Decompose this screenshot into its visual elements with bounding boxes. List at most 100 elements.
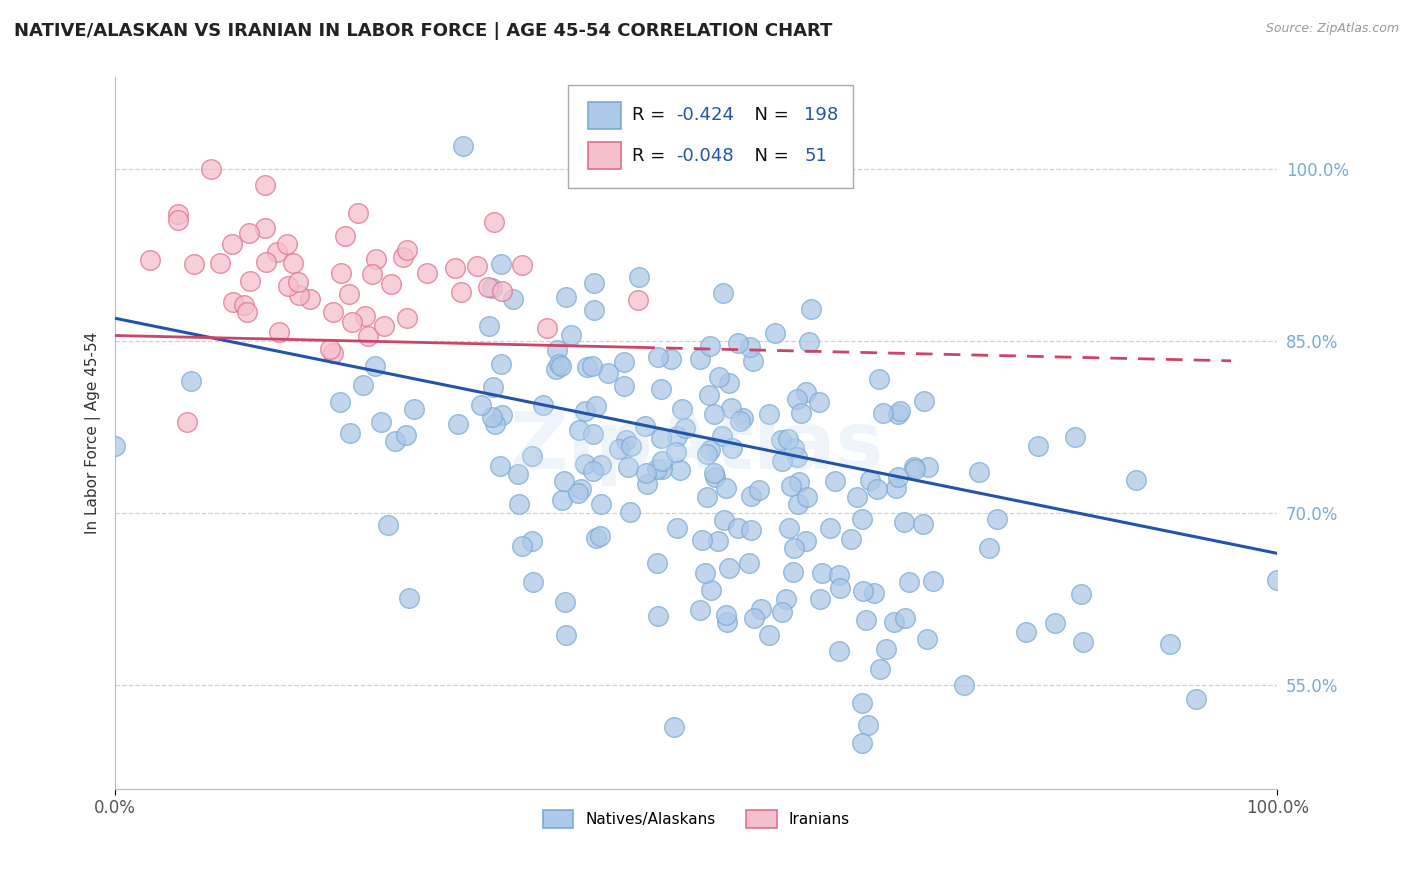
Point <box>893 515 915 529</box>
Point <box>239 274 262 288</box>
Point <box>104 439 127 453</box>
Point <box>872 406 894 420</box>
Point <box>360 267 382 281</box>
Point <box>364 252 387 266</box>
Point <box>221 236 243 251</box>
Point <box>697 388 720 402</box>
Point <box>721 442 744 456</box>
Point <box>1070 587 1092 601</box>
Point <box>583 302 606 317</box>
Point <box>589 497 612 511</box>
Point <box>167 213 190 227</box>
Point <box>616 460 638 475</box>
FancyBboxPatch shape <box>568 85 853 187</box>
Point <box>585 399 607 413</box>
Point <box>778 520 800 534</box>
Point <box>717 560 740 574</box>
Point <box>952 678 974 692</box>
Point <box>238 227 260 241</box>
Point <box>576 359 599 374</box>
Point <box>619 439 641 453</box>
Point <box>508 497 530 511</box>
Point <box>887 470 910 484</box>
Point <box>508 467 530 481</box>
Point <box>783 441 806 455</box>
Point <box>232 298 254 312</box>
Point <box>863 586 886 600</box>
Point <box>139 252 162 267</box>
Point <box>340 315 363 329</box>
Point <box>699 339 721 353</box>
Point <box>1071 634 1094 648</box>
Point <box>582 426 605 441</box>
Point <box>477 280 499 294</box>
Point <box>363 359 385 373</box>
Point <box>703 408 725 422</box>
Point <box>281 256 304 270</box>
Point <box>208 256 231 270</box>
Point <box>1125 473 1147 487</box>
Point <box>868 372 890 386</box>
Point <box>758 628 780 642</box>
Point <box>796 385 818 400</box>
Point <box>339 426 361 441</box>
Point <box>775 591 797 606</box>
Point <box>903 460 925 475</box>
Point <box>550 359 572 373</box>
Point <box>650 454 672 468</box>
Point <box>845 490 868 504</box>
Point <box>720 401 742 416</box>
Point <box>689 352 711 367</box>
Point <box>287 275 309 289</box>
Point <box>776 432 799 446</box>
Point <box>645 556 668 570</box>
Point <box>613 355 636 369</box>
Point <box>222 294 245 309</box>
Point <box>711 286 734 301</box>
Point <box>770 605 793 619</box>
Point <box>176 415 198 429</box>
Point <box>740 523 762 537</box>
Point <box>740 489 762 503</box>
Point <box>491 284 513 298</box>
Point <box>1043 616 1066 631</box>
Point <box>666 521 689 535</box>
Point <box>619 505 641 519</box>
Point <box>738 340 761 354</box>
Point <box>851 696 873 710</box>
Point <box>253 221 276 235</box>
Point <box>491 409 513 423</box>
Point <box>669 463 692 477</box>
Point <box>696 490 718 504</box>
Point <box>851 736 873 750</box>
Point <box>666 429 689 443</box>
Point <box>352 378 374 392</box>
Point <box>582 276 605 290</box>
Point <box>636 466 658 480</box>
Point <box>614 433 637 447</box>
Point <box>695 566 717 580</box>
Point <box>1064 430 1087 444</box>
Point <box>287 287 309 301</box>
Point <box>713 513 735 527</box>
Point <box>742 611 765 625</box>
Point <box>647 462 669 476</box>
Point <box>277 279 299 293</box>
Point <box>922 574 945 589</box>
Point <box>380 277 402 291</box>
Point <box>811 566 834 580</box>
Point <box>166 207 188 221</box>
Point <box>808 395 831 409</box>
Point <box>627 269 650 284</box>
Point <box>347 205 370 219</box>
Point <box>796 491 818 505</box>
Point <box>748 483 770 497</box>
Point <box>254 178 277 193</box>
Point <box>502 293 524 307</box>
Point <box>770 453 793 467</box>
Text: N =: N = <box>742 146 794 165</box>
Point <box>328 395 350 409</box>
Point <box>727 521 749 535</box>
Point <box>651 462 673 476</box>
Text: NATIVE/ALASKAN VS IRANIAN IN LABOR FORCE | AGE 45-54 CORRELATION CHART: NATIVE/ALASKAN VS IRANIAN IN LABOR FORCE… <box>14 22 832 40</box>
